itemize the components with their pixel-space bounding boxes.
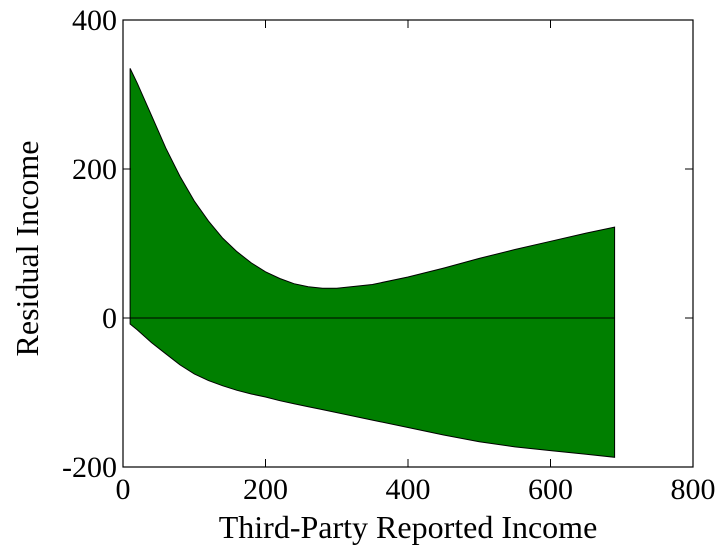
- x-tick-label: 800: [671, 473, 716, 506]
- y-tick-label: 400: [72, 4, 117, 37]
- y-axis-label: Residual Income: [9, 141, 45, 357]
- y-tick-label: 200: [72, 153, 117, 186]
- confidence-band: [129, 68, 616, 458]
- x-tick-label: 0: [116, 473, 131, 506]
- confidence-band-layer: [129, 68, 616, 458]
- x-tick-label: 200: [243, 473, 288, 506]
- x-tick-label: 600: [528, 473, 573, 506]
- x-axis-label: Third-Party Reported Income: [219, 509, 598, 545]
- y-tick-label: -200: [62, 451, 117, 484]
- x-tick-label: 400: [386, 473, 431, 506]
- y-tick-label: 0: [102, 302, 117, 335]
